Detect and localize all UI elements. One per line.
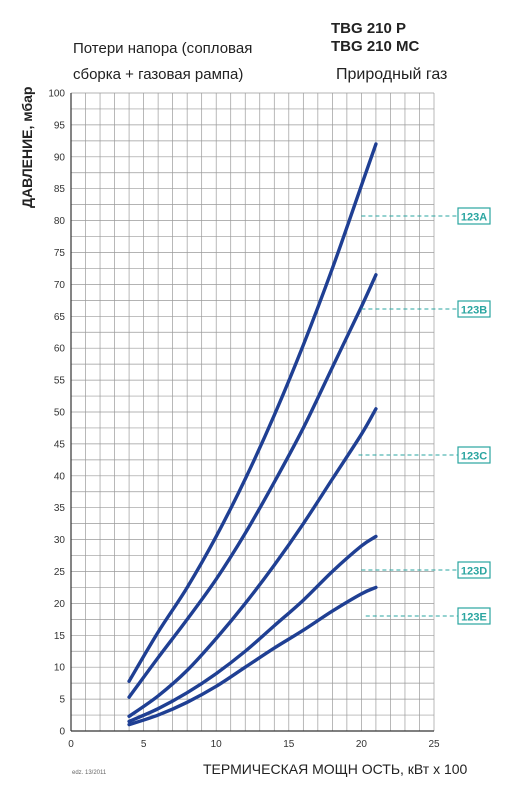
- y-tick-label: 80: [54, 216, 66, 227]
- series-label-123d: 123D: [461, 566, 487, 578]
- series-line-123a: [127, 142, 378, 683]
- model-label-2: TBG 210 MC: [331, 38, 420, 55]
- y-tick-label: 65: [54, 312, 66, 323]
- x-tick-label: 20: [356, 739, 368, 750]
- series-label-123b: 123B: [461, 305, 487, 317]
- y-tick-label: 20: [54, 599, 66, 610]
- y-tick-label: 70: [54, 280, 66, 291]
- y-tick-label: 95: [54, 120, 66, 131]
- chart-subtitle-line-1: Потери напора (сопловая: [73, 40, 253, 57]
- y-tick-label: 85: [54, 184, 66, 195]
- y-tick-label: 0: [59, 727, 65, 738]
- x-axis-label: ТЕРМИЧЕСКАЯ МОЩН ОСТЬ, кВт х 100: [203, 761, 468, 777]
- y-tick-label: 90: [54, 152, 66, 163]
- series-line-123c: [127, 407, 378, 719]
- series-label-box-123e: [457, 607, 491, 625]
- y-tick-label: 5: [59, 695, 65, 706]
- y-tick-label: 50: [54, 408, 66, 419]
- x-tick-label: 10: [211, 739, 223, 750]
- series-label-123c: 123C: [461, 451, 487, 463]
- y-tick-label: 60: [54, 344, 66, 355]
- gas-type-label: Природный газ: [336, 66, 448, 83]
- x-tick-label: 5: [141, 739, 147, 750]
- series-line-123b: [127, 273, 378, 699]
- series-label-box-123b: [457, 300, 491, 318]
- edition-note: edz. 13/2011: [72, 770, 107, 776]
- y-tick-label: 100: [48, 89, 65, 100]
- series-label-box-123a: [457, 207, 491, 225]
- y-tick-label: 30: [54, 535, 66, 546]
- chart-subtitle-line-2: сборка + газовая рампа): [73, 66, 244, 83]
- series-line-123d: [127, 534, 378, 724]
- series-line-123e: [127, 585, 378, 727]
- x-tick-label: 15: [283, 739, 295, 750]
- y-tick-label: 45: [54, 439, 66, 450]
- x-tick-label: 25: [428, 739, 440, 750]
- y-tick-label: 25: [54, 567, 66, 578]
- y-tick-label: 15: [54, 631, 66, 642]
- series-label-box-123c: [457, 446, 491, 464]
- model-label-1: TBG 210 P: [331, 20, 407, 37]
- y-tick-label: 75: [54, 248, 66, 259]
- series-label-123e: 123E: [461, 612, 487, 624]
- series-label-123a: 123A: [461, 212, 487, 224]
- y-tick-label: 40: [54, 471, 66, 482]
- x-tick-label: 0: [68, 739, 74, 750]
- y-tick-label: 55: [54, 376, 66, 387]
- series-label-box-123d: [457, 561, 491, 579]
- y-tick-label: 10: [54, 663, 66, 674]
- y-tick-label: 35: [54, 503, 66, 514]
